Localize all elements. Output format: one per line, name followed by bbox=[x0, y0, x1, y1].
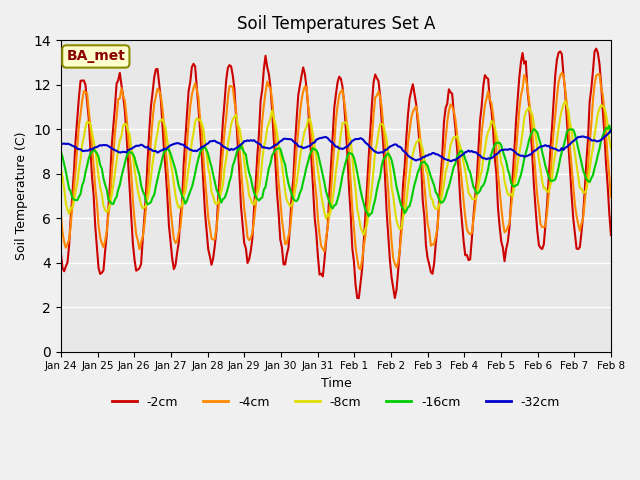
-8cm bbox=[478, 169, 486, 175]
-16cm bbox=[478, 184, 486, 190]
-32cm bbox=[447, 158, 454, 164]
-8cm bbox=[360, 232, 367, 238]
Line: -4cm: -4cm bbox=[61, 73, 611, 269]
-2cm bbox=[57, 250, 65, 256]
Text: BA_met: BA_met bbox=[67, 49, 125, 63]
-4cm bbox=[362, 233, 369, 239]
-32cm bbox=[227, 146, 235, 152]
-2cm bbox=[355, 295, 363, 301]
-8cm bbox=[561, 98, 569, 104]
-2cm bbox=[362, 212, 369, 218]
-16cm bbox=[360, 201, 367, 206]
-8cm bbox=[68, 205, 76, 211]
-2cm bbox=[227, 64, 235, 70]
-32cm bbox=[489, 154, 497, 160]
-16cm bbox=[365, 213, 372, 219]
-4cm bbox=[356, 266, 364, 272]
-4cm bbox=[478, 130, 486, 136]
-16cm bbox=[607, 129, 615, 135]
-32cm bbox=[478, 155, 486, 160]
Title: Soil Temperatures Set A: Soil Temperatures Set A bbox=[237, 15, 435, 33]
-2cm bbox=[593, 46, 600, 51]
-16cm bbox=[57, 149, 65, 155]
-8cm bbox=[362, 226, 369, 231]
-2cm bbox=[68, 192, 76, 197]
-32cm bbox=[496, 148, 504, 154]
-32cm bbox=[57, 142, 65, 147]
Y-axis label: Soil Temperature (C): Soil Temperature (C) bbox=[15, 132, 28, 260]
-2cm bbox=[607, 232, 615, 238]
Legend: -2cm, -4cm, -8cm, -16cm, -32cm: -2cm, -4cm, -8cm, -16cm, -32cm bbox=[107, 391, 565, 414]
Line: -8cm: -8cm bbox=[61, 101, 611, 235]
Line: -16cm: -16cm bbox=[61, 126, 611, 216]
-32cm bbox=[68, 143, 76, 149]
-4cm bbox=[558, 70, 566, 76]
-16cm bbox=[68, 195, 76, 201]
-8cm bbox=[489, 120, 497, 125]
-8cm bbox=[496, 147, 504, 153]
-4cm bbox=[496, 187, 504, 192]
-16cm bbox=[605, 123, 613, 129]
-2cm bbox=[478, 104, 486, 109]
X-axis label: Time: Time bbox=[321, 377, 351, 390]
Line: -32cm: -32cm bbox=[61, 131, 611, 161]
-2cm bbox=[496, 224, 504, 229]
-2cm bbox=[489, 126, 497, 132]
-8cm bbox=[227, 121, 235, 127]
-16cm bbox=[227, 173, 235, 179]
-8cm bbox=[57, 166, 65, 171]
-4cm bbox=[227, 84, 235, 89]
-32cm bbox=[607, 128, 615, 133]
-16cm bbox=[496, 140, 504, 146]
-4cm bbox=[57, 212, 65, 217]
-16cm bbox=[489, 146, 497, 152]
-8cm bbox=[607, 145, 615, 151]
-4cm bbox=[607, 194, 615, 200]
-32cm bbox=[360, 137, 367, 143]
-4cm bbox=[489, 112, 497, 118]
Line: -2cm: -2cm bbox=[61, 48, 611, 298]
-4cm bbox=[68, 203, 76, 208]
